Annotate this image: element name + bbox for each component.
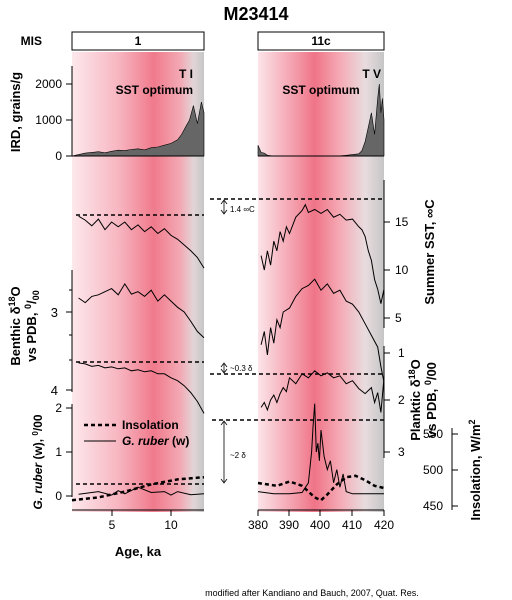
summer-sst-series-mis1 [78,215,205,269]
planktic-axis: 1 2 3 Planktic δ18O vs PDB, 0/00 [383,346,439,459]
insolation-tick: 500 [423,463,443,477]
age-axis-right: 380 390 400 410 420 [248,509,394,532]
planktic-d18o-series-mis1 [78,362,205,414]
planktic-axis-label-line2: vs PDB, 0/00 [423,362,439,438]
sst-tick: 15 [395,215,409,229]
planktic-tick: 1 [398,346,405,360]
sst-tick: 5 [395,311,402,325]
legend: Insolation G. ruber (w) [84,418,189,448]
sst-difference-label: 1.4 ∞C [230,205,255,214]
sst-optimum-label-left: SST optimum [116,83,193,97]
sst-optimum-label-right: SST optimum [282,83,359,97]
mis-stage-1-label: 1 [135,34,142,48]
insolation-tick: 550 [423,427,443,441]
ruber-tick: 2 [55,401,62,415]
sst-tick: 10 [395,263,409,277]
benthic-d18o-series-mis1 [78,282,205,339]
chart-marks [71,83,385,502]
planktic-axis-label-line1: Planktic δ18O [407,359,423,441]
g-ruber-w-series-mis1 [78,486,205,496]
legend-insolation-label: Insolation [122,418,179,432]
mis-stage-1-box [71,31,205,51]
age-tick: 400 [310,518,330,532]
termination-5-label: T V [362,67,381,81]
ruber-tick: 0 [55,489,62,503]
summer-sst-series-mis11c [260,203,385,304]
age-tick: 420 [374,518,394,532]
age-tick: 410 [342,518,362,532]
benthic-axis-label-line1: Benthic δ18O [7,286,23,365]
age-tick: 5 [109,518,116,532]
planktic-d18o-series-mis11c [260,370,385,413]
age-tick: 390 [279,518,299,532]
age-axis-label: Age, ka [115,544,162,559]
benthic-difference-label: ~0.3 δ [230,364,253,373]
mis-label: MIS [21,34,42,48]
insolation-axis-label: Insolation, W/m2 [467,419,483,520]
insolation-series-mis1 [71,475,205,502]
age-tick: 380 [248,518,268,532]
ird-axis-label: IRD, grains/g [8,72,23,152]
ird-series-mis11c [257,83,385,157]
termination-1-label: T I [179,67,193,81]
insolation-tick: 450 [423,499,443,513]
planktic-tick: 2 [398,393,405,407]
benthic-tick: 4 [51,383,58,398]
figure-credit: modified after Kandiano and Bauch, 2007,… [205,588,419,598]
holocene-sst-optimum-band [72,52,204,512]
difference-arrows [220,199,228,484]
sst-axis-label: Summer SST, ∞C [422,199,437,305]
ruber-axis-left: 2 1 0 G. ruber (w), 0/00 [31,401,73,510]
age-tick: 10 [164,518,178,532]
ruber-tick: 1 [55,445,62,459]
mis-stage-11c-label: 11c [311,34,331,48]
benthic-tick: 3 [51,305,58,320]
g-ruber-w-series-mis11c [257,403,384,495]
mis-stage-11c-box [257,31,385,51]
ruber-difference-label: ~2 δ [230,451,246,460]
benthic-axis-label-line2: vs PDB, 0/00 [23,290,41,361]
reference-lines [76,198,384,485]
legend-ruber-label: G. ruber (w) [122,434,189,448]
benthic-axis: 3 4 Benthic δ18O vs PDB, 0/00 [7,270,73,398]
planktic-tick: 3 [398,445,405,459]
figure-title: M23414 [223,4,288,24]
ruber-axis-label: G. ruber (w), 0/00 [31,414,45,509]
mis11c-sst-optimum-band [258,52,384,512]
ird-axis: 0 1000 2000 IRD, grains/g [8,66,204,163]
benthic-d18o-series-mis11c [260,278,385,383]
ird-tick: 1000 [35,113,62,127]
ird-series-mis1 [71,101,205,157]
ird-tick: 0 [55,149,62,163]
insolation-axis: 550 500 450 Insolation, W/m2 [423,419,483,520]
sst-axis: 15 10 5 Summer SST, ∞C [383,180,437,328]
insolation-series-mis11c [257,474,385,502]
age-axis-left: 5 10 [72,509,204,532]
ird-tick: 2000 [35,77,62,91]
